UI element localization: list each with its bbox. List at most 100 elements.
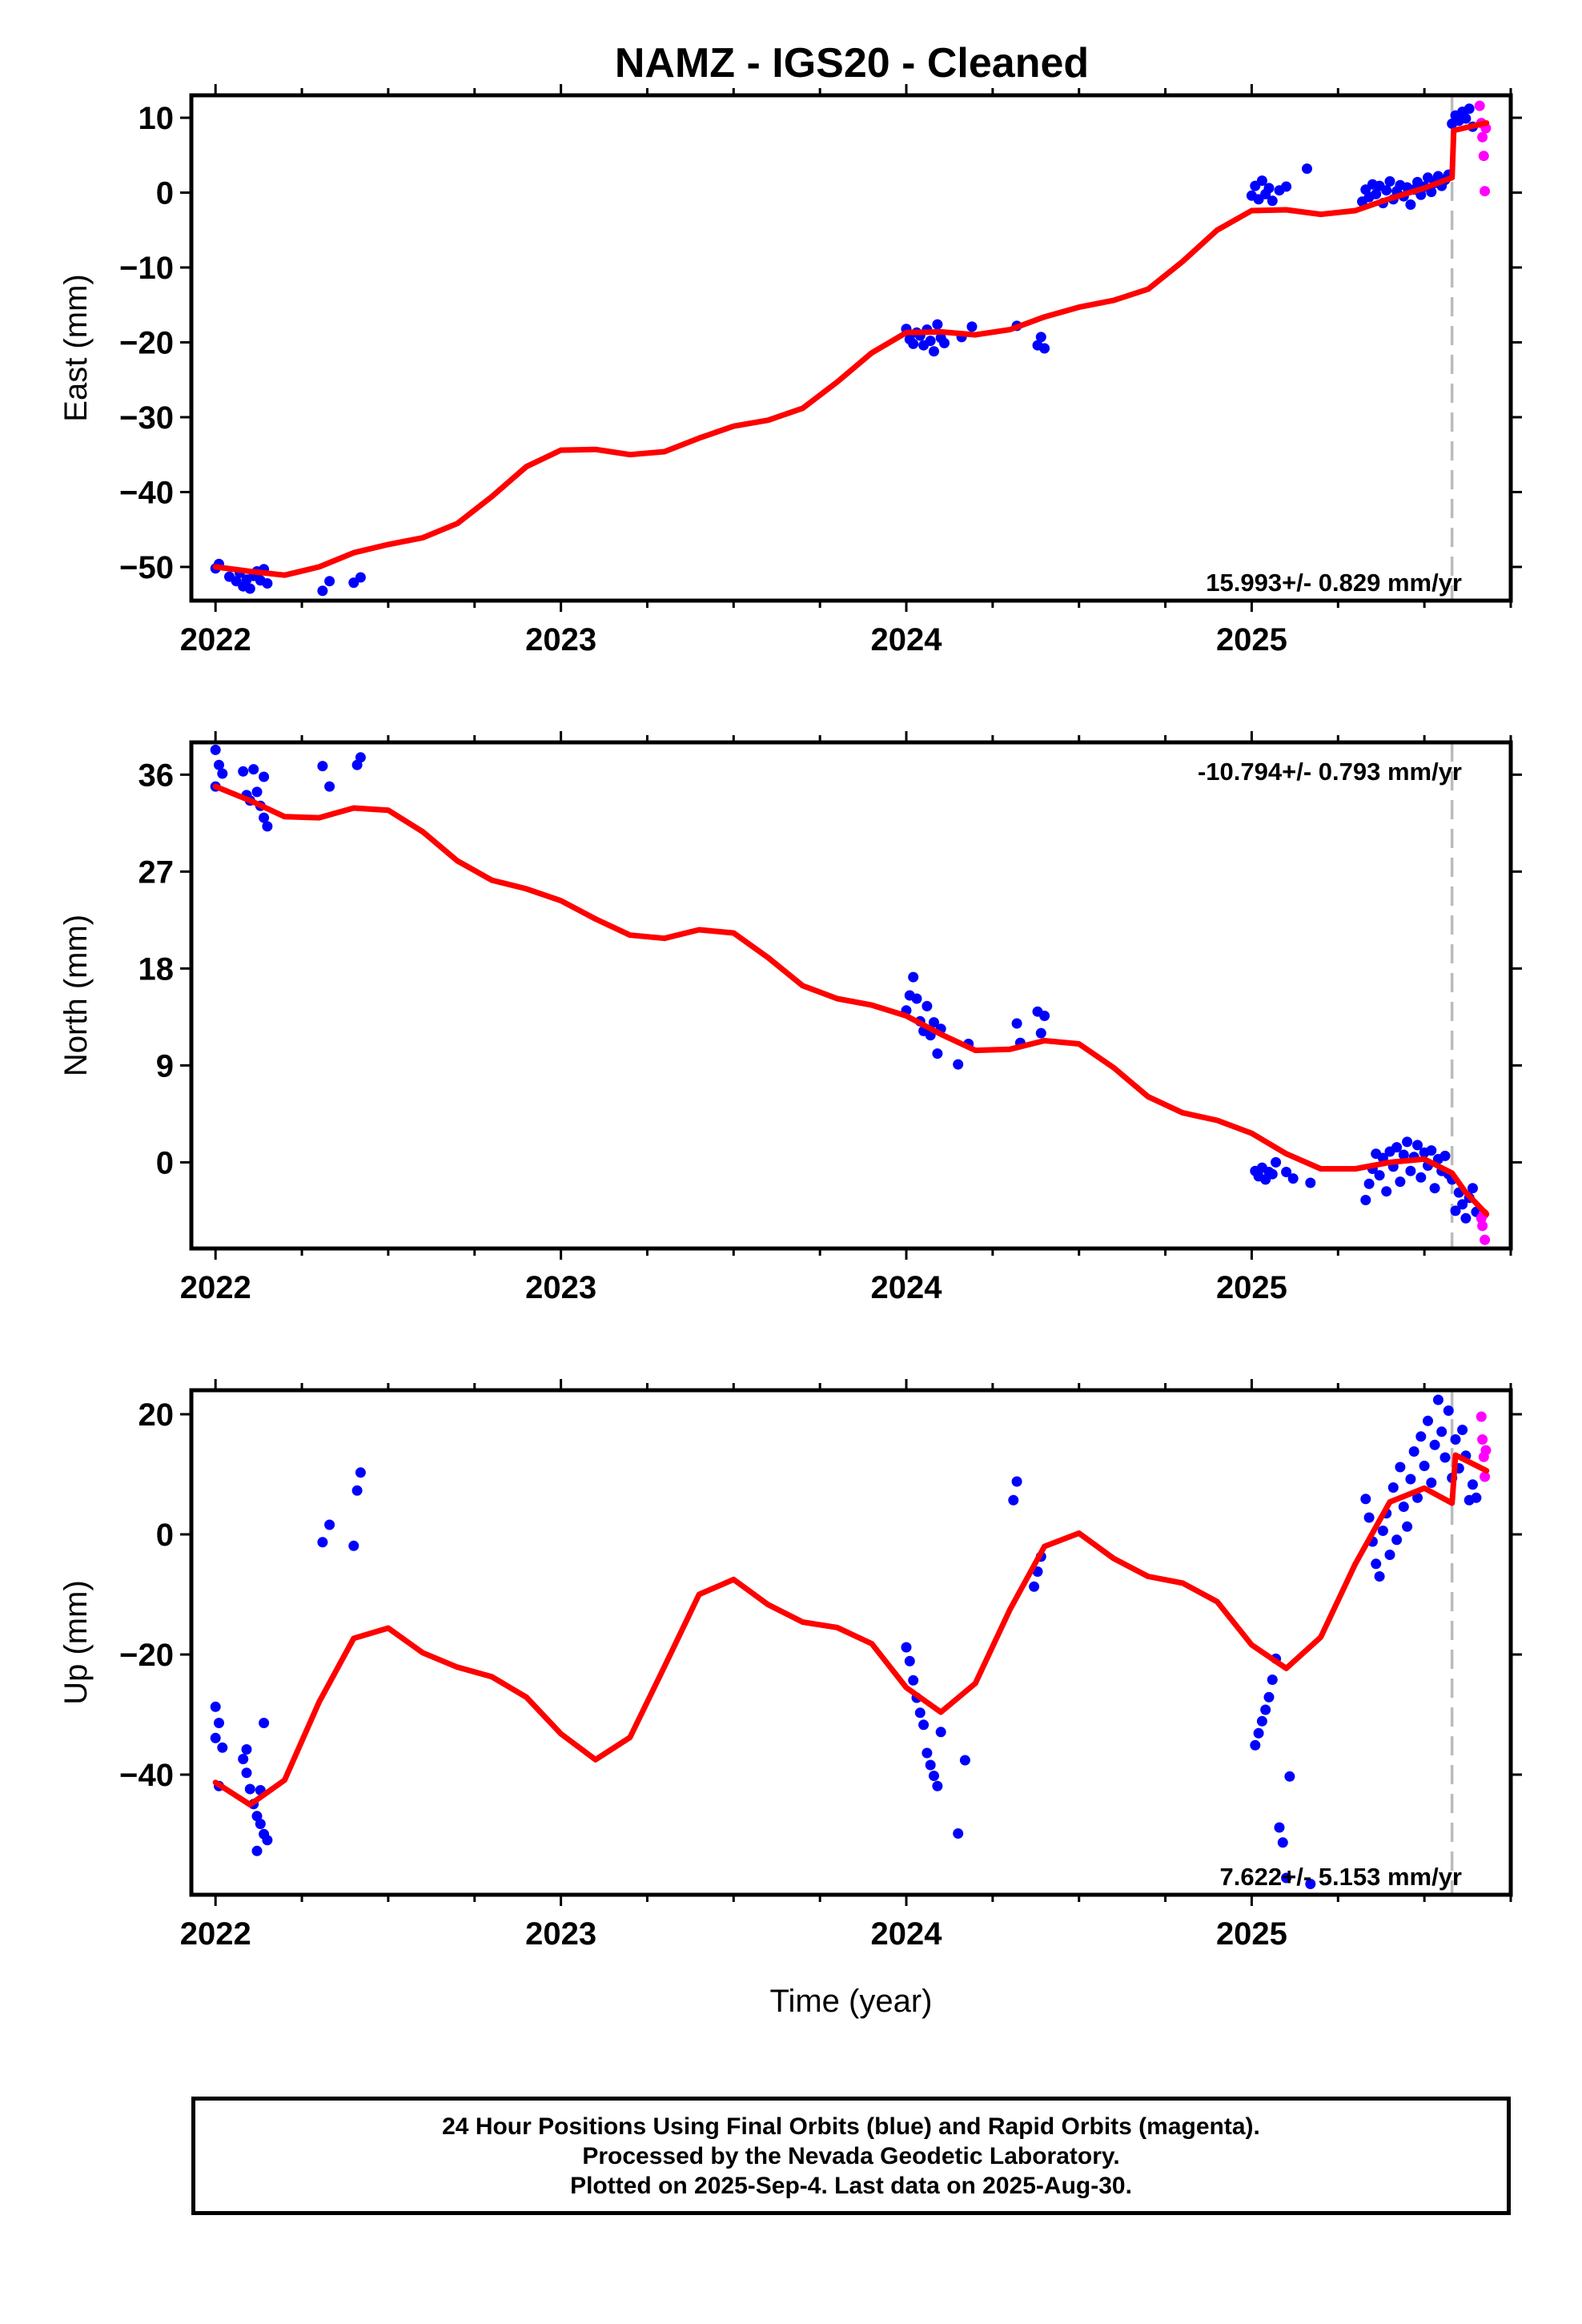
final-orbit-point xyxy=(317,761,328,772)
final-orbit-point xyxy=(1468,1479,1478,1490)
final-orbit-point xyxy=(241,1744,252,1755)
final-orbit-point xyxy=(1405,199,1416,210)
final-orbit-point xyxy=(908,338,919,349)
final-orbit-point xyxy=(1391,1142,1403,1153)
rate-label: 7.622+/- 5.153 mm/yr xyxy=(1220,1863,1462,1891)
final-orbit-point xyxy=(1464,103,1475,115)
final-orbit-point xyxy=(1260,1704,1271,1715)
final-orbit-point xyxy=(262,821,273,832)
final-orbit-point xyxy=(908,1675,919,1686)
final-orbit-point xyxy=(1426,1478,1437,1488)
final-orbit-point xyxy=(259,771,270,782)
final-orbit-point xyxy=(1253,1727,1264,1739)
final-orbit-point xyxy=(935,1727,946,1738)
final-orbit-point xyxy=(1457,1425,1468,1435)
x-tick-label: 2024 xyxy=(871,1916,943,1952)
rapid-orbit-point xyxy=(1476,1411,1487,1422)
x-tick-label: 2023 xyxy=(525,1916,596,1952)
y-axis-title: North (mm) xyxy=(58,915,94,1076)
panel-0: 2022 2023 2024 2025 −50 −40 −30 −20 −10 0 10 East (… xyxy=(58,84,1522,657)
final-orbit-point xyxy=(1450,1205,1461,1216)
final-orbit-point xyxy=(210,1732,221,1743)
final-orbit-point xyxy=(1429,1183,1440,1194)
final-orbit-point xyxy=(1029,1581,1040,1592)
panel-frame xyxy=(189,1388,1513,1897)
y-tick-label: −40 xyxy=(119,1758,174,1793)
panel-frame xyxy=(189,740,1513,1251)
y-tick-label: 27 xyxy=(139,854,175,890)
final-orbit-point xyxy=(1398,1149,1409,1160)
final-orbit-point xyxy=(241,1767,252,1779)
final-orbit-point xyxy=(1419,1461,1430,1471)
rapid-orbit-point xyxy=(1474,100,1485,111)
final-orbit-point xyxy=(259,812,270,823)
final-orbit-point xyxy=(1457,1199,1468,1210)
final-orbit-point xyxy=(1008,1494,1019,1506)
final-orbit-point xyxy=(1035,332,1046,343)
x-axis-title: Time (year) xyxy=(770,1984,933,2019)
y-tick-label: 0 xyxy=(156,1518,174,1553)
final-orbit-point xyxy=(1423,1415,1433,1426)
final-orbit-point xyxy=(1267,1675,1278,1685)
final-orbit-point xyxy=(217,768,228,779)
footer-line-plotted: Plotted on 2025-Sep-4. Last data on 2025… xyxy=(570,2172,1132,2199)
final-orbit-point xyxy=(925,336,936,347)
rapid-orbit-point xyxy=(1480,1445,1492,1456)
final-orbit-point xyxy=(1402,1136,1413,1148)
final-orbit-point xyxy=(1432,1394,1443,1405)
final-orbit-point xyxy=(921,1747,933,1759)
final-orbit-point xyxy=(966,321,978,332)
footer-line-orbits: 24 Hour Positions Using Final Orbits (bl… xyxy=(442,2113,1260,2140)
plot-area xyxy=(210,742,1491,1248)
final-orbit-point xyxy=(1263,183,1275,194)
rapid-orbit-point xyxy=(1480,1234,1491,1245)
panel-frame xyxy=(189,93,1513,603)
final-orbit-point xyxy=(901,1642,912,1653)
final-orbit-point xyxy=(1267,195,1278,207)
final-orbit-point xyxy=(324,576,335,587)
final-orbit-point xyxy=(1371,188,1382,199)
final-orbit-point xyxy=(1436,1426,1447,1437)
final-orbit-point xyxy=(1468,1183,1478,1194)
final-orbit-point xyxy=(1381,185,1392,196)
final-orbit-point xyxy=(932,319,943,330)
model-curve xyxy=(212,783,1490,1217)
final-orbit-point xyxy=(1011,1476,1022,1487)
final-orbit-point xyxy=(1415,1172,1427,1183)
x-tick-label: 2022 xyxy=(180,1270,251,1305)
final-orbit-point xyxy=(1439,1452,1451,1463)
final-orbit-point xyxy=(217,1742,228,1753)
y-tick-label: 18 xyxy=(139,951,175,987)
model-curve xyxy=(212,120,1490,578)
final-orbit-point xyxy=(244,1783,255,1795)
final-orbit-point xyxy=(1443,1405,1454,1416)
final-orbit-point xyxy=(1377,1526,1388,1536)
final-orbit-point xyxy=(1360,1494,1371,1505)
y-tick-label: 20 xyxy=(139,1397,175,1433)
final-orbit-point xyxy=(1460,1212,1472,1224)
final-orbit-point xyxy=(953,1059,964,1070)
final-orbit-point xyxy=(925,1759,936,1771)
rapid-orbit-point xyxy=(1477,131,1488,143)
final-orbit-point xyxy=(1256,175,1267,187)
x-tick-label: 2025 xyxy=(1216,1270,1287,1305)
final-orbit-point xyxy=(1398,1502,1409,1512)
final-orbit-point xyxy=(1387,1482,1399,1493)
final-orbit-point xyxy=(259,1718,270,1728)
y-tick-label: 36 xyxy=(139,758,175,793)
final-orbit-point xyxy=(1371,1558,1382,1570)
final-orbit-point xyxy=(1250,1739,1261,1751)
final-orbit-point xyxy=(911,993,922,1004)
final-orbit-point xyxy=(959,1755,970,1766)
final-orbit-point xyxy=(1405,1474,1416,1485)
final-orbit-point xyxy=(1287,1173,1299,1184)
final-orbit-point xyxy=(324,1519,335,1530)
final-orbit-point xyxy=(1271,1156,1282,1168)
final-orbit-point xyxy=(1402,1521,1413,1532)
y-tick-label: 0 xyxy=(156,176,174,211)
y-tick-label: 10 xyxy=(139,101,175,136)
final-orbit-point xyxy=(1263,1691,1275,1703)
final-orbit-point xyxy=(210,744,221,755)
final-orbit-point xyxy=(262,578,273,589)
final-orbit-point xyxy=(939,337,950,348)
